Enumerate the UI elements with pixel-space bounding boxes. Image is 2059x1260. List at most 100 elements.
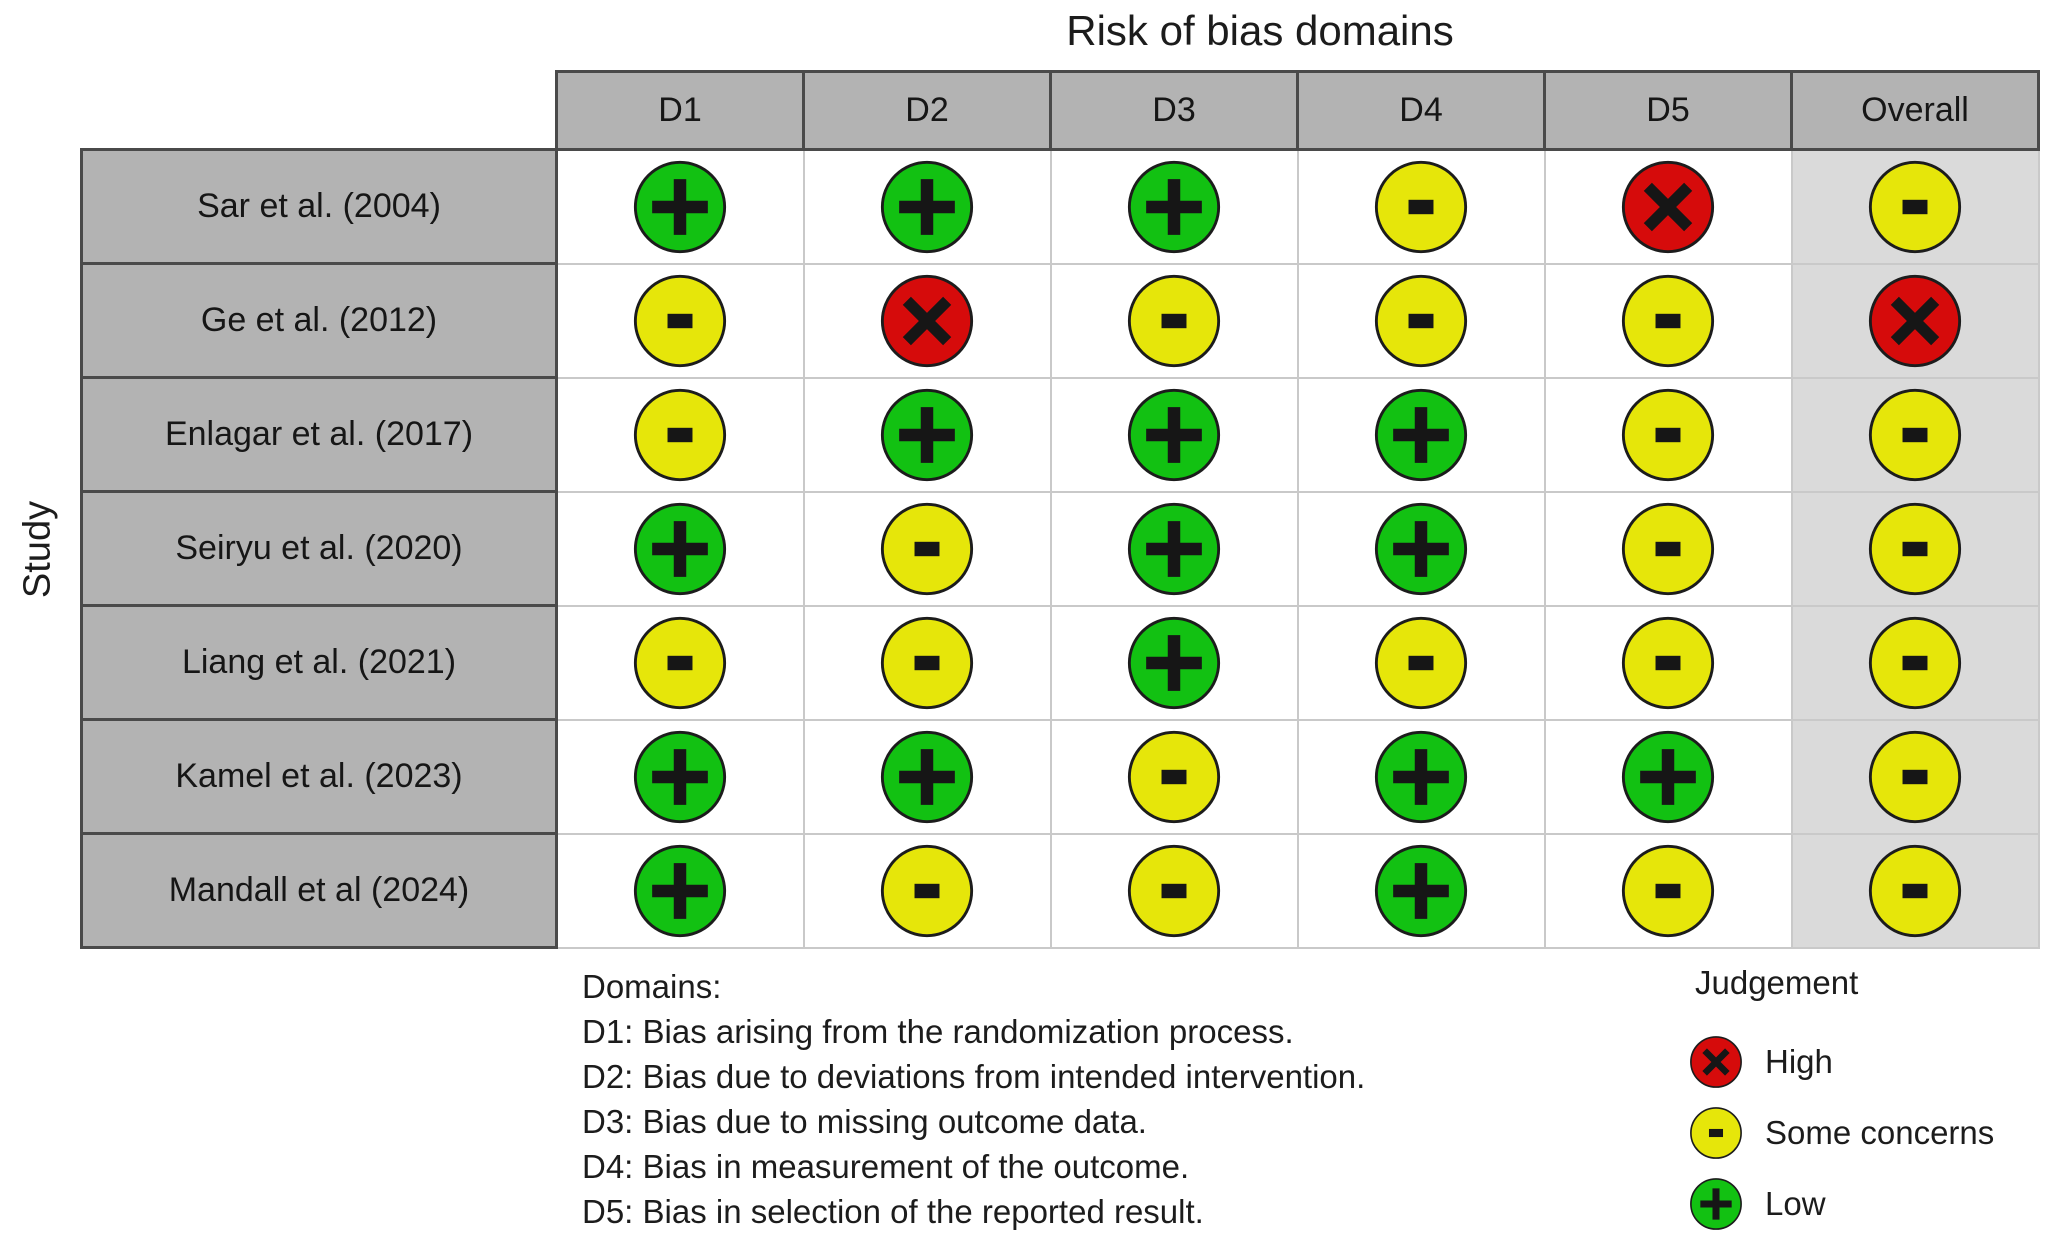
plus-icon	[880, 388, 974, 481]
minus-icon	[1690, 1106, 1742, 1159]
plus-icon	[1374, 730, 1468, 823]
study-label: Seiryu et al. (2020)	[80, 490, 558, 607]
judgement-cell-d2	[802, 832, 1052, 949]
minus-icon	[1621, 388, 1715, 481]
judgement-cell-overall	[1790, 490, 2040, 607]
judgement-cell-d2	[802, 148, 1052, 265]
study-label: Enlagar et al. (2017)	[80, 376, 558, 493]
plus-icon	[1374, 502, 1468, 595]
x-icon	[1868, 274, 1962, 367]
judgement-cell-d4	[1296, 604, 1546, 721]
legend-heading: Judgement	[1695, 964, 1859, 1001]
x-icon	[1621, 160, 1715, 253]
judgement-cell-d2	[802, 376, 1052, 493]
x-icon	[1690, 1035, 1742, 1088]
study-row: Seiryu et al. (2020)	[80, 490, 2040, 607]
figure-title: Risk of bias domains	[1066, 7, 1454, 54]
legend-item-some: Some concerns	[1685, 1097, 1994, 1168]
judgement-cell-d1	[555, 262, 805, 379]
study-label: Mandall et al (2024)	[80, 832, 558, 949]
judgement-cell-d4	[1296, 490, 1546, 607]
judgement-cell-overall	[1790, 148, 2040, 265]
judgement-cell-d3	[1049, 490, 1299, 607]
plus-icon	[880, 730, 974, 823]
minus-icon	[634, 274, 727, 367]
plus-icon	[634, 730, 727, 823]
minus-icon	[1374, 160, 1468, 253]
column-header-d5: D5	[1543, 70, 1793, 151]
domain-definition: D1: Bias arising from the randomization …	[582, 1013, 1294, 1050]
judgement-cell-d1	[555, 832, 805, 949]
domains-note-items: D1: Bias arising from the randomization …	[582, 1009, 1365, 1234]
judgement-cell-d5	[1543, 718, 1793, 835]
judgement-cell-d3	[1049, 604, 1299, 721]
minus-icon	[1868, 502, 1962, 595]
plus-icon	[1690, 1177, 1742, 1230]
judgement-cell-overall	[1790, 262, 2040, 379]
judgement-cell-d1	[555, 148, 805, 265]
plus-icon	[880, 160, 974, 253]
judgement-cell-d5	[1543, 376, 1793, 493]
plus-icon	[634, 502, 727, 595]
column-header-d2: D2	[802, 70, 1052, 151]
judgement-cell-d5	[1543, 262, 1793, 379]
risk-of-bias-table: D1 D2 D3 D4 D5 Overall Sar et al. (2004) Ge et …	[80, 70, 2040, 949]
minus-icon	[1374, 616, 1468, 709]
study-label: Ge et al. (2012)	[80, 262, 558, 379]
study-row: Mandall et al (2024)	[80, 832, 2040, 949]
plus-icon	[1127, 160, 1221, 253]
study-row: Sar et al. (2004)	[80, 148, 2040, 265]
legend-item-label: Some concerns	[1765, 1113, 1995, 1151]
minus-icon	[1127, 844, 1221, 937]
judgement-cell-d2	[802, 262, 1052, 379]
plus-icon	[1374, 388, 1468, 481]
corner-spacer	[82, 72, 557, 150]
judgement-cell-d1	[555, 490, 805, 607]
judgement-cell-d2	[802, 604, 1052, 721]
plus-icon	[1621, 730, 1715, 823]
plus-icon	[1127, 502, 1221, 595]
legend-item-high: High	[1685, 1026, 1994, 1097]
study-row: Ge et al. (2012)	[80, 262, 2040, 379]
plus-icon	[1127, 388, 1221, 481]
domains-note-heading: Domains:	[582, 968, 722, 1005]
study-label: Sar et al. (2004)	[80, 148, 558, 265]
study-label: Kamel et al. (2023)	[80, 718, 558, 835]
legend-items: High Some concerns Low	[1685, 1026, 1994, 1239]
study-axis-label: Study	[16, 500, 59, 599]
minus-icon	[1621, 274, 1715, 367]
judgement-cell-d2	[802, 490, 1052, 607]
plus-icon	[1127, 616, 1221, 709]
column-header-d1: D1	[555, 70, 805, 151]
minus-icon	[1868, 730, 1962, 823]
judgement-cell-d3	[1049, 262, 1299, 379]
legend-item-label: High	[1765, 1042, 1833, 1080]
minus-icon	[880, 844, 974, 937]
minus-icon	[1621, 502, 1715, 595]
legend-item-label: Low	[1765, 1184, 1826, 1222]
judgement-cell-d5	[1543, 490, 1793, 607]
legend-item-low: Low	[1685, 1168, 1994, 1239]
judgement-cell-d5	[1543, 148, 1793, 265]
plus-icon	[1374, 844, 1468, 937]
judgement-cell-d5	[1543, 604, 1793, 721]
minus-icon	[1374, 274, 1468, 367]
judgement-cell-d3	[1049, 376, 1299, 493]
judgement-cell-d3	[1049, 718, 1299, 835]
minus-icon	[880, 616, 974, 709]
minus-icon	[1621, 616, 1715, 709]
plus-icon	[634, 844, 727, 937]
minus-icon	[1868, 616, 1962, 709]
judgement-cell-d4	[1296, 148, 1546, 265]
minus-icon	[1868, 388, 1962, 481]
judgement-cell-d3	[1049, 832, 1299, 949]
judgement-cell-overall	[1790, 718, 2040, 835]
judgement-cell-d1	[555, 718, 805, 835]
study-row: Liang et al. (2021)	[80, 604, 2040, 721]
minus-icon	[634, 616, 727, 709]
judgement-cell-d1	[555, 376, 805, 493]
column-header-d4: D4	[1296, 70, 1546, 151]
minus-icon	[880, 502, 974, 595]
domain-definition: D5: Bias in selection of the reported re…	[582, 1193, 1204, 1230]
